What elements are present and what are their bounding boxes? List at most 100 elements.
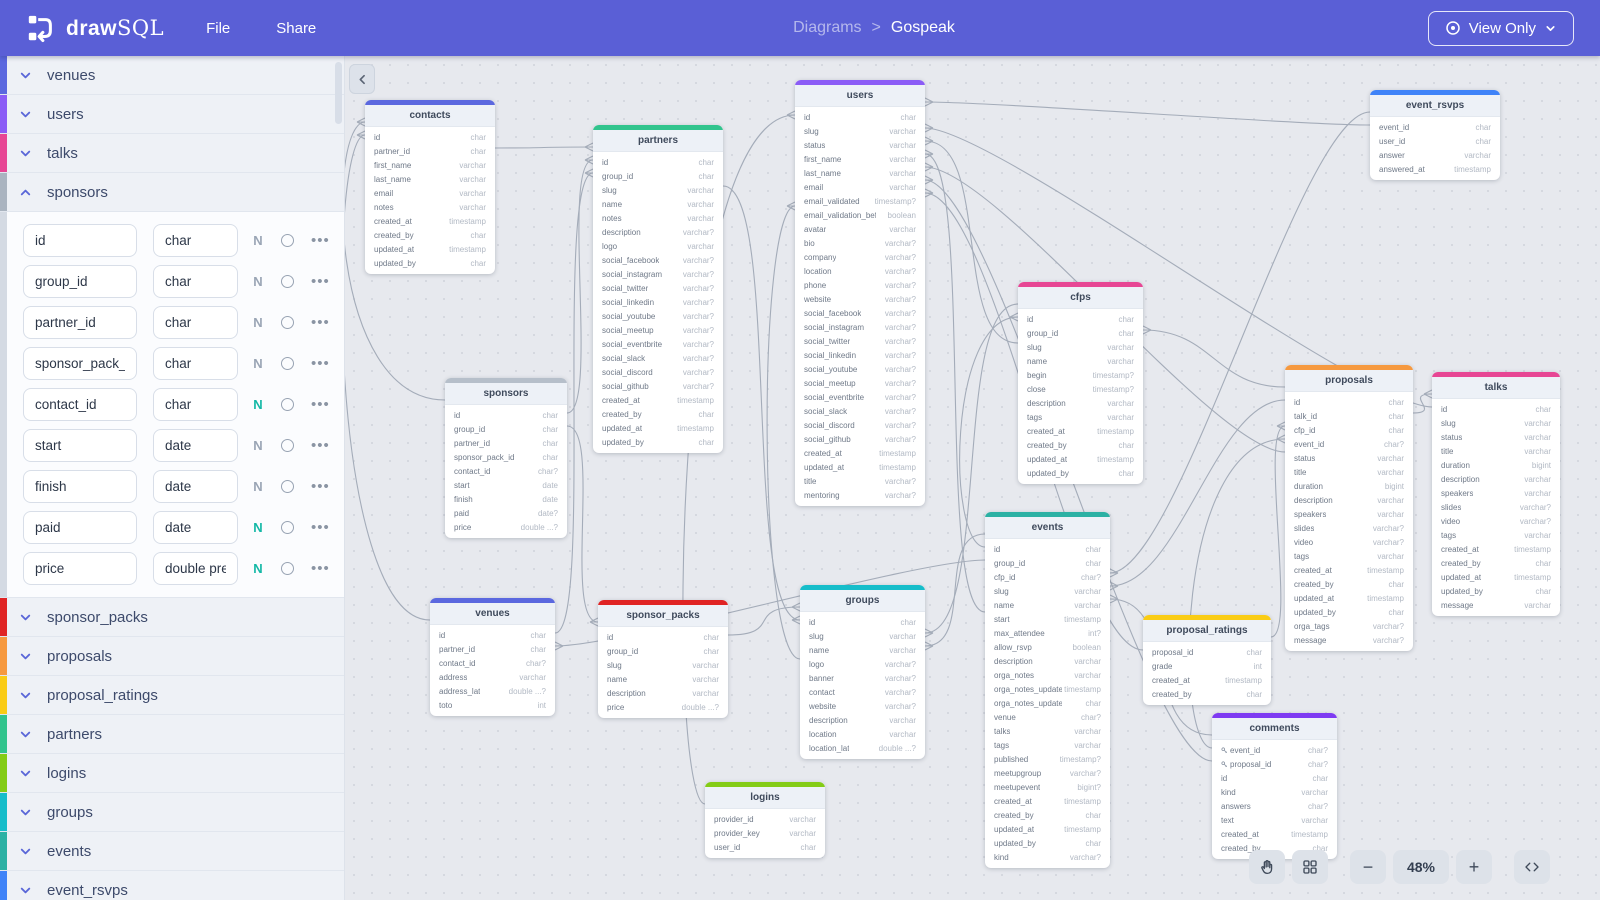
key-toggle[interactable]: [281, 357, 294, 370]
key-toggle[interactable]: [281, 275, 294, 288]
sidebar-item-proposal_ratings[interactable]: proposal_ratings: [0, 676, 344, 715]
column-type-input[interactable]: [153, 470, 238, 503]
key-toggle[interactable]: [281, 316, 294, 329]
sidebar-item-events[interactable]: events: [0, 832, 344, 871]
column-menu-button[interactable]: •••: [311, 232, 330, 249]
column-name-input[interactable]: [23, 552, 137, 585]
column-menu-button[interactable]: •••: [311, 519, 330, 536]
field-type: varchar: [1524, 432, 1551, 442]
column-name-input[interactable]: [23, 224, 137, 257]
diagram-canvas[interactable]: contacts id char partner_id char first_name va…: [345, 56, 1600, 900]
pan-hand-button[interactable]: [1249, 850, 1285, 884]
sidebar-item-groups[interactable]: groups: [0, 793, 344, 832]
view-only-label: View Only: [1468, 19, 1536, 37]
nullable-toggle[interactable]: N: [253, 315, 263, 330]
sidebar-item-users[interactable]: users: [0, 95, 344, 134]
sidebar-item-sponsor_packs[interactable]: sponsor_packs: [0, 598, 344, 637]
sidebar-item-talks[interactable]: talks: [0, 134, 344, 173]
table-card-comments[interactable]: comments event_id char? proposal_id char? id c…: [1212, 713, 1337, 859]
column-name-input[interactable]: [23, 429, 137, 462]
column-type-input[interactable]: [153, 224, 238, 257]
column-type-input[interactable]: [153, 552, 238, 585]
nullable-toggle[interactable]: N: [253, 479, 263, 494]
table-card-partners[interactable]: partners id char group_id char slug varchar nam…: [593, 125, 723, 453]
column-type-input[interactable]: [153, 429, 238, 462]
column-name-input[interactable]: [23, 511, 137, 544]
field-type: timestamp: [1367, 565, 1404, 575]
table-card-groups[interactable]: groups id char slug varchar name varchar logo va…: [800, 585, 925, 759]
sidebar-item-logins[interactable]: logins: [0, 754, 344, 793]
table-card-logins[interactable]: logins provider_id varchar provider_key varc…: [705, 782, 825, 858]
column-name-input[interactable]: [23, 306, 137, 339]
column-name-input[interactable]: [23, 388, 137, 421]
nullable-toggle[interactable]: N: [253, 561, 263, 576]
sidebar-collapse-button[interactable]: [349, 64, 375, 94]
sidebar-item-event_rsvps[interactable]: event_rsvps: [0, 871, 344, 900]
nullable-toggle[interactable]: N: [253, 397, 263, 412]
drawsql-logo[interactable]: drawSQL: [26, 13, 164, 43]
key-toggle[interactable]: [281, 562, 294, 575]
table-card-events[interactable]: events id char group_id char cfp_id char? slug v…: [985, 512, 1110, 868]
field-type: char?: [1383, 439, 1404, 449]
key-toggle[interactable]: [281, 480, 294, 493]
embed-code-button[interactable]: [1514, 850, 1550, 884]
zoom-in-button[interactable]: +: [1456, 850, 1492, 884]
column-type-input[interactable]: [153, 265, 238, 298]
menu-share[interactable]: Share: [276, 19, 317, 37]
sidebar-scrollbar[interactable]: [335, 62, 342, 124]
table-card-sponsor_packs[interactable]: sponsor_packs id char group_id char slug varch…: [598, 600, 728, 718]
column-menu-button[interactable]: •••: [311, 478, 330, 495]
table-card-venues[interactable]: venues id char partner_id char contact_id char…: [430, 598, 555, 716]
table-card-cfps[interactable]: cfps id char group_id char slug varchar name var…: [1018, 282, 1143, 484]
column-menu-button[interactable]: •••: [311, 355, 330, 372]
nullable-toggle[interactable]: N: [253, 438, 263, 453]
nullable-toggle[interactable]: N: [253, 520, 263, 535]
sidebar-item-sponsors[interactable]: sponsors: [0, 173, 344, 212]
key-toggle[interactable]: [281, 234, 294, 247]
column-type-input[interactable]: [153, 511, 238, 544]
sidebar-item-venues[interactable]: venues: [0, 56, 344, 95]
nullable-toggle[interactable]: N: [253, 356, 263, 371]
menu-file[interactable]: File: [206, 19, 231, 37]
field-name: paid: [454, 508, 470, 518]
column-name-input[interactable]: [23, 265, 137, 298]
column-menu-button[interactable]: •••: [311, 273, 330, 290]
column-menu-button[interactable]: •••: [311, 314, 330, 331]
field-row: video varchar?: [1285, 535, 1413, 549]
field-type: varchar?: [884, 252, 916, 262]
column-row: N •••: [23, 302, 344, 343]
column-type-input[interactable]: [153, 347, 238, 380]
key-toggle[interactable]: [281, 439, 294, 452]
column-menu-button[interactable]: •••: [311, 437, 330, 454]
field-type: varchar: [687, 199, 714, 209]
sidebar-item-partners[interactable]: partners: [0, 715, 344, 754]
key-toggle[interactable]: [281, 521, 294, 534]
key-toggle[interactable]: [281, 398, 294, 411]
table-card-event_rsvps[interactable]: event_rsvps event_id char user_id char answer…: [1370, 90, 1500, 180]
zoom-out-button[interactable]: −: [1350, 850, 1386, 884]
table-card-proposal_ratings[interactable]: proposal_ratings proposal_id char grade int c…: [1143, 615, 1271, 705]
nullable-toggle[interactable]: N: [253, 233, 263, 248]
nullable-toggle[interactable]: N: [253, 274, 263, 289]
view-only-button[interactable]: View Only: [1427, 10, 1574, 46]
table-card-users[interactable]: users id char slug varchar status varchar first…: [795, 80, 925, 506]
table-card-contacts[interactable]: contacts id char partner_id char first_name va…: [365, 100, 495, 274]
column-type-input[interactable]: [153, 306, 238, 339]
table-card-talks[interactable]: talks id char slug varchar status varchar title…: [1432, 372, 1560, 616]
breadcrumb-parent[interactable]: Diagrams: [793, 19, 862, 36]
zoom-level[interactable]: 48%: [1393, 850, 1449, 884]
layout-grid-button[interactable]: [1292, 850, 1328, 884]
field-name: user_id: [714, 842, 741, 852]
table-card-proposals[interactable]: proposals id char talk_id char cfp_id char even…: [1285, 365, 1413, 651]
relationship-venues-partners: [554, 168, 594, 634]
column-name-input[interactable]: [23, 470, 137, 503]
column-menu-button[interactable]: •••: [311, 396, 330, 413]
table-card-sponsors[interactable]: sponsors id char group_id char partner_id char…: [445, 378, 567, 538]
column-type-input[interactable]: [153, 388, 238, 421]
column-menu-button[interactable]: •••: [311, 560, 330, 577]
field-type: timestamp: [1454, 164, 1491, 174]
column-name-input[interactable]: [23, 347, 137, 380]
field-row: tags varchar: [985, 738, 1110, 752]
sidebar-item-proposals[interactable]: proposals: [0, 637, 344, 676]
table-color-strip: [0, 754, 7, 792]
